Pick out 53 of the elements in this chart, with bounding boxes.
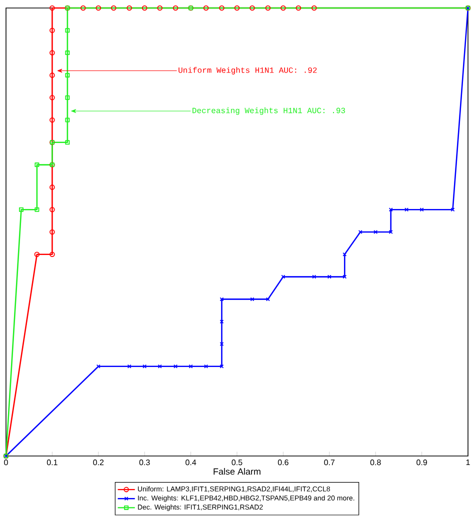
point [234, 5, 240, 11]
point [18, 207, 24, 212]
point [126, 5, 132, 11]
point [34, 207, 40, 212]
point [157, 5, 162, 11]
point [50, 229, 55, 235]
point [250, 297, 254, 302]
point [96, 5, 102, 11]
point [65, 118, 70, 122]
point [110, 5, 116, 11]
point [281, 274, 286, 279]
point [65, 72, 70, 78]
point [265, 5, 271, 11]
annotation: Decreasing Weights H1N1 AUC: .93 [192, 107, 346, 115]
point [280, 5, 286, 11]
x-tick-label: 0.7 [324, 460, 335, 466]
point [65, 50, 70, 56]
point [220, 297, 224, 302]
x-axis-title: False Alarm [214, 468, 260, 475]
point [65, 28, 70, 33]
point [65, 140, 70, 145]
x-tick-label: 0.9 [416, 460, 427, 466]
x-tick-label: 0.8 [370, 460, 381, 466]
point [50, 117, 55, 123]
point [34, 252, 40, 258]
x-tick-label: 0.1 [46, 460, 58, 466]
point [50, 94, 55, 100]
x-tick-label: 0.2 [93, 460, 104, 466]
point [50, 28, 55, 34]
point [203, 5, 209, 11]
point [296, 5, 302, 11]
x-tick-label: 1 [466, 460, 470, 466]
point [65, 95, 70, 100]
point [50, 184, 55, 190]
point [250, 5, 255, 11]
annotation: Uniform Weights H1N1 AUC: .92 [178, 66, 317, 74]
point [172, 5, 178, 11]
point [50, 5, 55, 11]
point [50, 206, 55, 212]
point [50, 72, 55, 78]
x-tick-label: 0.4 [186, 460, 196, 466]
x-tick-label: 0 [4, 460, 8, 466]
point [312, 5, 317, 11]
point [374, 230, 378, 234]
point [34, 162, 40, 168]
point [142, 5, 148, 11]
point [219, 5, 224, 11]
point [50, 252, 55, 258]
point [50, 50, 55, 56]
x-tick-label: 0.5 [232, 460, 242, 466]
x-tick-label: 0.3 [139, 460, 150, 466]
point [80, 5, 86, 11]
x-tick-label: 0.6 [278, 460, 288, 466]
